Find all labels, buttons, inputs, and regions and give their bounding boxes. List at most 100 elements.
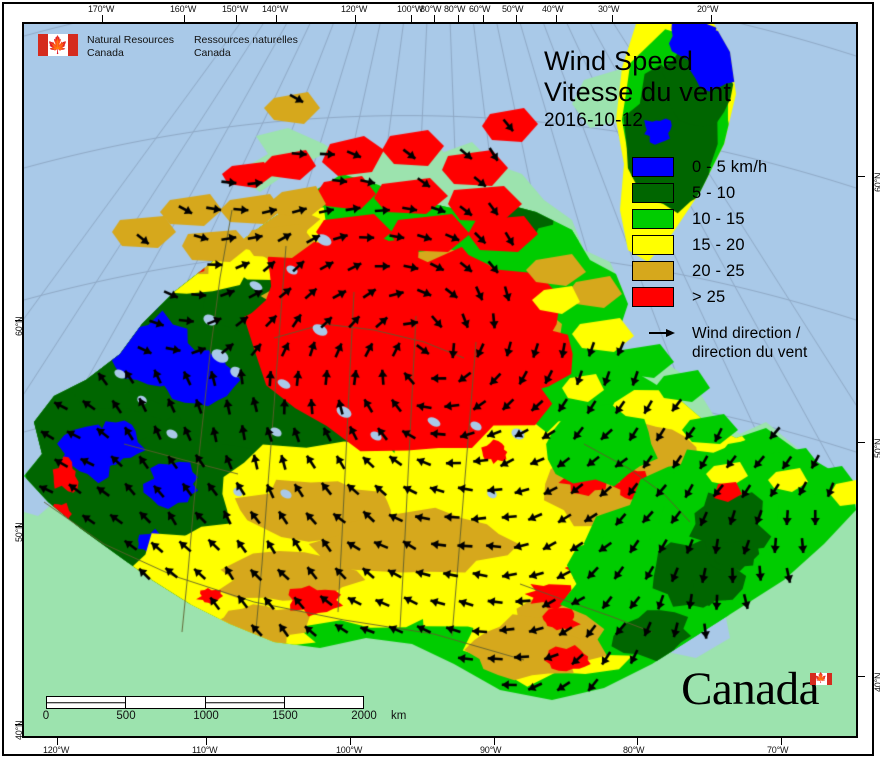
legend-item[interactable]: 5 - 10 — [632, 180, 807, 206]
legend-item[interactable]: 20 - 25 — [632, 258, 807, 284]
axis-label: 80°W — [623, 745, 645, 755]
axis-label: 40°W — [542, 4, 564, 14]
legend-label: 20 - 25 — [692, 261, 745, 280]
axis-tick — [102, 15, 103, 22]
axis-tick — [781, 738, 782, 745]
legend-wind-direction: Wind direction / direction du vent — [632, 324, 807, 363]
axis-label: 70°W — [767, 745, 789, 755]
nrcan-en-line2: Canada — [87, 47, 124, 60]
legend-swatch — [632, 287, 674, 307]
axis-label: 120°W — [43, 745, 70, 755]
axis-tick — [483, 15, 484, 22]
axis-tick — [858, 176, 865, 177]
canada-flag-icon: 🍁 — [810, 672, 832, 685]
axis-tick — [516, 15, 517, 22]
map-title-block: Wind Speed Vitesse du vent 2016-10-12 — [544, 46, 731, 136]
axis-label: 20°W — [697, 4, 719, 14]
title-fr: Vitesse du vent — [544, 76, 732, 107]
scale-unit-label: km — [391, 710, 407, 722]
scale-tick-label: 0 — [42, 710, 50, 722]
axis-label: 50°N — [873, 438, 880, 458]
axis-tick — [858, 442, 865, 443]
scale-bar-graphic — [46, 696, 364, 709]
legend-item[interactable]: 15 - 20 — [632, 232, 807, 258]
legend: 0 - 5 km/h 5 - 10 10 - 15 15 - 20 20 - 2… — [632, 154, 807, 363]
axis-tick — [57, 738, 58, 745]
nrcan-fr-line1: Ressources naturelles — [193, 34, 298, 46]
canada-flag-icon: 🍁 — [38, 34, 78, 56]
nrcan-en-line1: Natural Resources — [87, 34, 174, 46]
axis-tick — [494, 738, 495, 745]
axis-tick — [612, 15, 613, 22]
axis-label: 50°N — [14, 522, 24, 542]
axis-label: 60°N — [14, 316, 24, 336]
wind-speed-map-canvas[interactable] — [24, 24, 856, 736]
axis-tick — [458, 15, 459, 22]
axis-tick — [350, 738, 351, 745]
axis-label: 120°W — [341, 4, 368, 14]
axis-label: 110°W — [192, 745, 218, 755]
nrcan-english: Natural Resources Canada — [87, 34, 174, 61]
legend-swatch — [632, 235, 674, 255]
nrcan-french: Ressources naturelles Canada — [194, 34, 298, 61]
legend-label: > 25 — [692, 287, 726, 306]
axis-label: 60°W — [469, 4, 491, 14]
axis-label: 60°N — [873, 172, 880, 192]
title-en: Wind Speed — [544, 46, 694, 76]
axis-tick — [858, 676, 865, 677]
axis-tick — [637, 738, 638, 745]
axis-label: 170°W — [88, 4, 115, 14]
legend-item[interactable]: 10 - 15 — [632, 206, 807, 232]
axis-label: 80°W — [444, 4, 466, 14]
axis-label: 30°W — [598, 4, 620, 14]
scale-tick-label: 1000 — [193, 710, 219, 722]
legend-swatch — [632, 261, 674, 281]
legend-label: 0 - 5 km/h — [692, 157, 768, 176]
canada-wordmark: Canada 🍁 — [681, 662, 832, 715]
nrcan-fr-line2: Canada — [193, 47, 231, 60]
axis-tick — [355, 15, 356, 22]
axis-tick — [556, 15, 557, 22]
map-frame[interactable]: 🍁 Natural Resources Canada Ressources na… — [22, 22, 858, 738]
legend-swatch — [632, 157, 674, 177]
axis-tick — [15, 320, 22, 321]
axis-label: 100°W — [336, 745, 363, 755]
legend-label: 5 - 10 — [692, 183, 736, 202]
axis-tick — [206, 738, 207, 745]
legend-label: 10 - 15 — [692, 209, 745, 228]
axis-tick — [711, 15, 712, 22]
title-date: 2016-10-12 — [544, 110, 644, 131]
axis-label: 90°W — [480, 745, 502, 755]
wind-direction-line2: direction du vent — [692, 344, 808, 362]
legend-item[interactable]: 0 - 5 km/h — [632, 154, 807, 180]
axis-label: 50°W — [502, 4, 524, 14]
axis-tick — [236, 15, 237, 22]
arrow-right-icon — [632, 324, 692, 339]
axis-tick — [15, 526, 22, 527]
nrcan-signature: 🍁 Natural Resources Canada Ressources na… — [38, 34, 298, 61]
canada-wordmark-text: Canada — [681, 662, 819, 715]
legend-swatch — [632, 209, 674, 229]
axis-label: 140°W — [262, 4, 289, 14]
axis-label: 150°W — [222, 4, 249, 14]
axis-tick — [184, 15, 185, 22]
scale-tick-label: 500 — [116, 710, 136, 722]
wind-direction-line1: Wind direction / — [692, 325, 801, 342]
axis-tick — [15, 724, 22, 725]
scale-tick-label: 1500 — [272, 710, 298, 722]
axis-label: 100°W — [397, 4, 424, 14]
legend-item[interactable]: > 25 — [632, 284, 807, 310]
axis-tick — [434, 15, 435, 22]
axis-tick — [411, 15, 412, 22]
axis-label: 40°N — [14, 720, 24, 740]
axis-label: 160°W — [170, 4, 197, 14]
legend-label: 15 - 20 — [692, 235, 745, 254]
axis-label: 80°W — [420, 4, 442, 14]
scale-bar-labels: 0 500 1000 1500 2000 km — [42, 710, 446, 726]
legend-swatch — [632, 183, 674, 203]
scale-tick-label: 2000 — [351, 710, 377, 722]
axis-tick — [276, 15, 277, 22]
scale-bar: 0 500 1000 1500 2000 km — [42, 696, 446, 726]
